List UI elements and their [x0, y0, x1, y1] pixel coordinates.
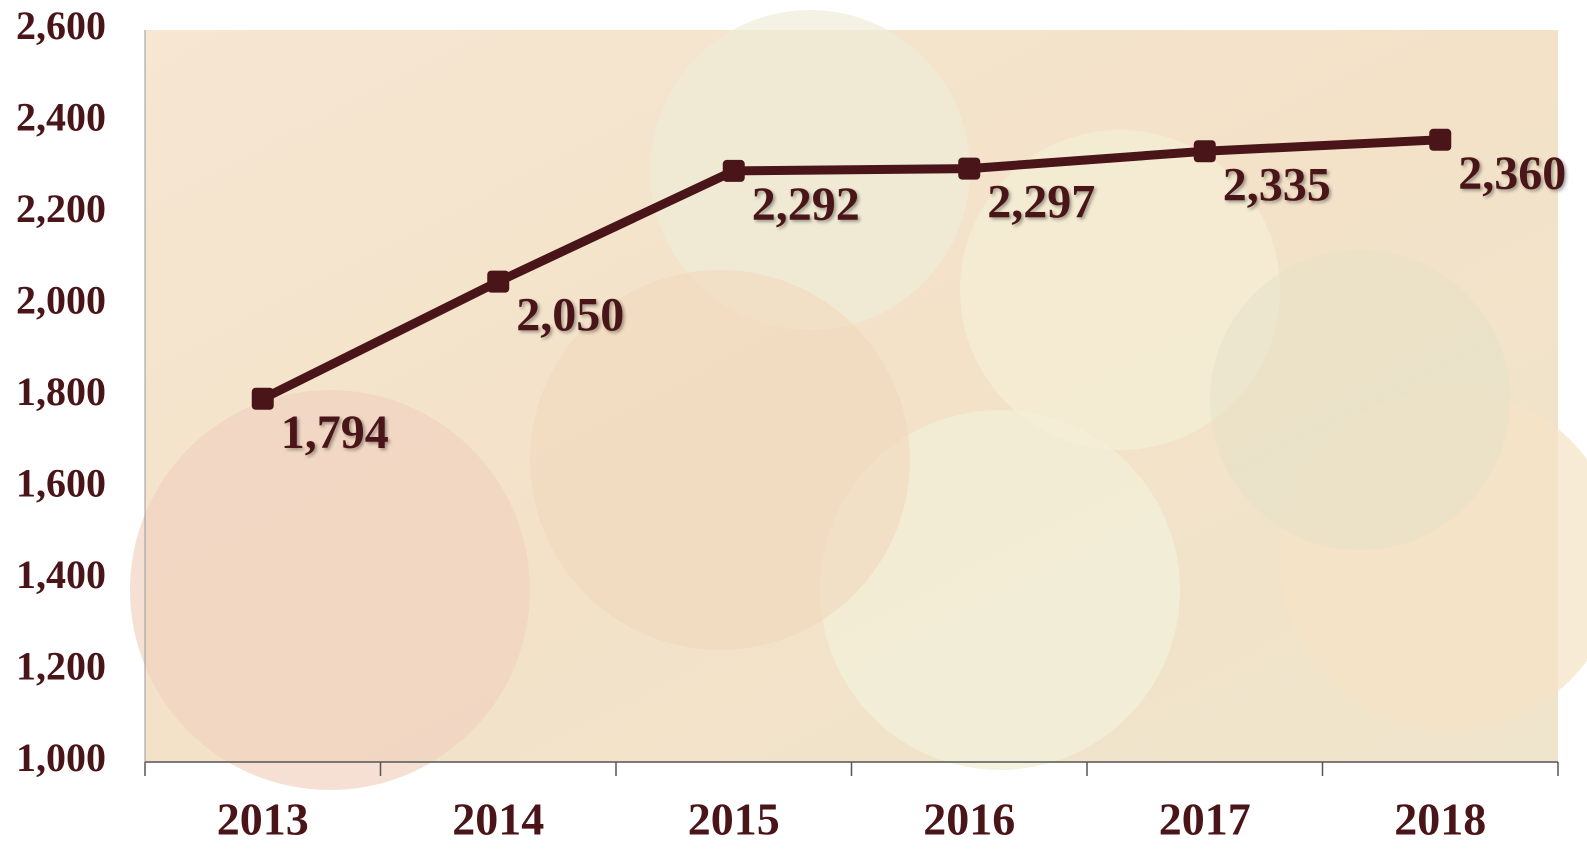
data-label: 2,297: [987, 176, 1095, 229]
y-tick-label: 2,400: [16, 95, 106, 140]
y-tick-label: 1,600: [16, 461, 106, 506]
data-label: 1,794: [281, 406, 389, 459]
data-label: 2,335: [1223, 158, 1331, 211]
x-tick-label: 2014: [452, 794, 544, 845]
x-tick-label: 2016: [923, 794, 1015, 845]
marker: [1193, 140, 1216, 163]
y-tick-label: 1,000: [16, 735, 106, 780]
y-tick-label: 1,200: [16, 644, 106, 689]
x-tick-label: 2015: [688, 794, 780, 845]
x-tick-label: 2013: [217, 794, 309, 845]
marker: [1429, 128, 1452, 151]
marker: [251, 387, 274, 410]
marker: [958, 157, 981, 180]
y-tick-label: 2,200: [16, 186, 106, 231]
data-label: 2,292: [752, 178, 860, 231]
x-tick-label: 2017: [1159, 794, 1251, 845]
y-tick-label: 2,600: [16, 3, 106, 48]
data-label: 2,050: [516, 289, 624, 342]
marker: [487, 270, 510, 293]
y-tick-label: 1,800: [16, 369, 106, 414]
marker: [722, 159, 745, 182]
data-label: 2,360: [1458, 147, 1566, 200]
y-tick-label: 1,400: [16, 552, 106, 597]
plot-background: [130, 10, 1587, 790]
x-tick-label: 2018: [1394, 794, 1486, 845]
y-tick-label: 2,000: [16, 278, 106, 323]
line: [260, 135, 1441, 403]
